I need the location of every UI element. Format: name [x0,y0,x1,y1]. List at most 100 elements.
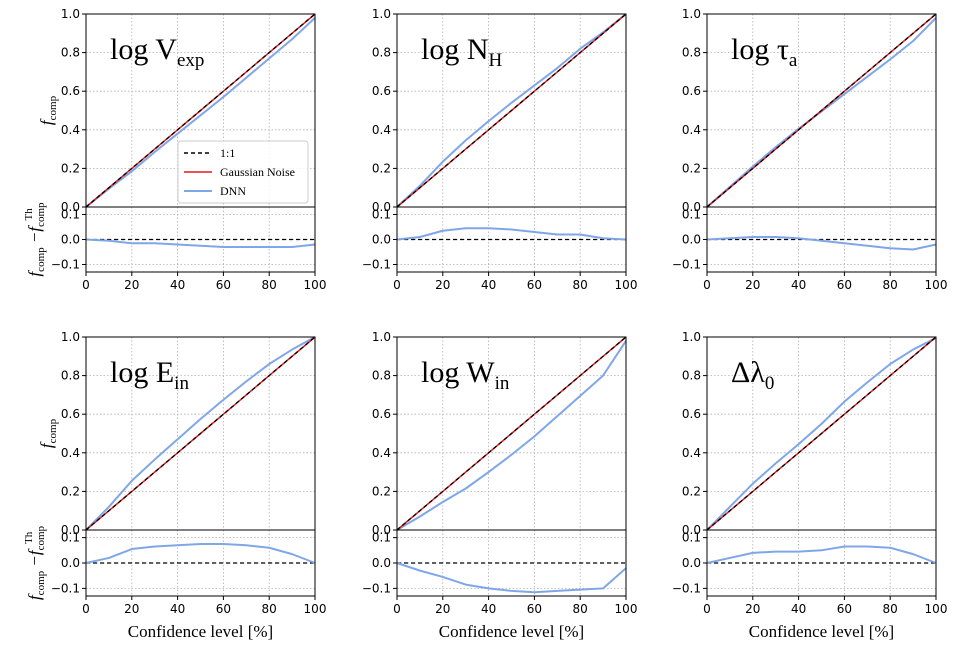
panel-title: log Win [421,356,510,394]
x-tick-label: 100 [615,602,638,616]
y-axis-label-main: fcomp [37,95,59,125]
x-tick-label: 60 [216,278,231,292]
y-tick-label: 1.0 [61,330,80,344]
x-tick-label: 60 [527,278,542,292]
x-tick-label: 100 [925,278,948,292]
panel-title: log Ein [110,356,189,394]
x-tick-label: 100 [615,278,638,292]
legend-box [177,140,309,204]
panels-layer: 0.00.20.40.60.81.0−0.10.00.10 20 40 60 80 100… [23,7,947,641]
y-axis-label-residual: fcomp −fcompTh [23,525,47,600]
series-one-to-one [706,336,937,531]
series-one-to-one [85,336,316,531]
y-tick-label: 0.2 [372,484,391,498]
y-tick-label: 0.4 [682,446,701,460]
y-tick-label: 0.4 [61,446,80,460]
residual-tick-label: 0.0 [682,233,701,247]
series-one-to-one [396,13,627,208]
series-dnn [85,17,316,208]
x-axis-label: Confidence level [%] [439,622,584,641]
residual-tick-label: −0.1 [362,258,391,272]
x-tick-label: 40 [481,602,496,616]
y-tick-label: 0.2 [61,161,80,175]
residual-dnn [85,238,316,248]
x-tick-label: 60 [837,602,852,616]
series-dnn [396,13,627,208]
y-tick-label: 0.2 [61,484,80,498]
y-tick-label: 0.6 [682,407,701,421]
panel-2: 0.00.20.40.60.81.0−0.10.00.10 20 40 60 80 100… [362,7,638,292]
series-dnn [396,340,627,531]
x-tick-label: 20 [124,602,139,616]
residual-tick-label: 0.1 [372,208,391,222]
y-tick-label: 1.0 [682,330,701,344]
y-tick-label: 0.2 [682,484,701,498]
x-tick-label: 80 [573,278,588,292]
y-tick-label: 0.8 [61,46,80,60]
residual-tick-label: 0.1 [372,531,391,545]
x-tick-label: 80 [573,602,588,616]
y-tick-label: 0.6 [61,84,80,98]
y-tick-label: 0.8 [61,369,80,383]
x-tick-label: 60 [216,602,231,616]
y-tick-label: 0.0 [372,200,391,214]
series-dnn [85,336,316,531]
x-tick-label: 40 [170,602,185,616]
y-tick-label: 0.6 [372,407,391,421]
x-tick-label: 20 [435,278,450,292]
x-tick-label: 0 [82,602,90,616]
residual-dnn [396,562,627,594]
residual-tick-label: 0.0 [372,233,391,247]
panel-title: log Vexp [110,33,204,71]
x-tick-label: 60 [527,602,542,616]
panel-title: log NH [421,33,503,71]
y-tick-label: 0.4 [372,446,391,460]
y-tick-label: 0.8 [372,369,391,383]
residual-dnn [85,542,316,564]
y-tick-label: 1.0 [682,7,701,21]
x-tick-label: 20 [745,278,760,292]
y-tick-label: 1.0 [372,7,391,21]
y-axis-label-main: fcomp [37,418,59,448]
x-tick-label: 40 [481,278,496,292]
panel-3: 0.00.20.40.60.81.0−0.10.00.10 20 40 60 80 100… [672,7,948,292]
y-tick-label: 1.0 [61,7,80,21]
series-one-to-one [396,336,627,531]
y-tick-label: 0.8 [682,369,701,383]
x-tick-label: 80 [262,602,277,616]
x-tick-label: 0 [703,278,711,292]
x-tick-label: 100 [304,602,327,616]
series-dnn [706,337,937,531]
x-axis-label: Confidence level [%] [749,622,894,641]
x-tick-label: 60 [837,278,852,292]
y-tick-label: 1.0 [372,330,391,344]
x-tick-label: 80 [262,278,277,292]
y-tick-label: 0.0 [61,200,80,214]
x-tick-label: 20 [745,602,760,616]
y-tick-label: 0.0 [61,523,80,537]
residual-tick-label: 0.0 [372,556,391,570]
x-tick-label: 0 [393,278,401,292]
y-tick-label: 0.6 [682,84,701,98]
residual-tick-label: 0.1 [61,208,80,222]
legend-label-3: DNN [220,184,246,198]
y-tick-label: 0.4 [61,123,80,137]
y-tick-label: 0.8 [682,46,701,60]
x-tick-label: 20 [124,278,139,292]
residual-tick-label: −0.1 [51,258,80,272]
x-tick-label: 40 [791,602,806,616]
residual-tick-label: −0.1 [362,581,391,595]
panel-5: 0.00.20.40.60.81.0−0.10.00.10 20 40 60 80 100… [362,330,638,641]
x-tick-label: 100 [304,278,327,292]
y-tick-label: 0.6 [61,407,80,421]
residual-tick-label: −0.1 [51,581,80,595]
y-tick-label: 0.0 [682,523,701,537]
y-tick-label: 0.8 [372,46,391,60]
residual-tick-label: −0.1 [672,258,701,272]
panel-4: 0.00.20.40.60.81.0−0.10.00.10 20 40 60 80 100… [23,330,326,641]
residual-tick-label: −0.1 [672,581,701,595]
residual-dnn [706,236,937,251]
x-tick-label: 40 [791,278,806,292]
legend-label-1: 1:1 [220,146,235,160]
